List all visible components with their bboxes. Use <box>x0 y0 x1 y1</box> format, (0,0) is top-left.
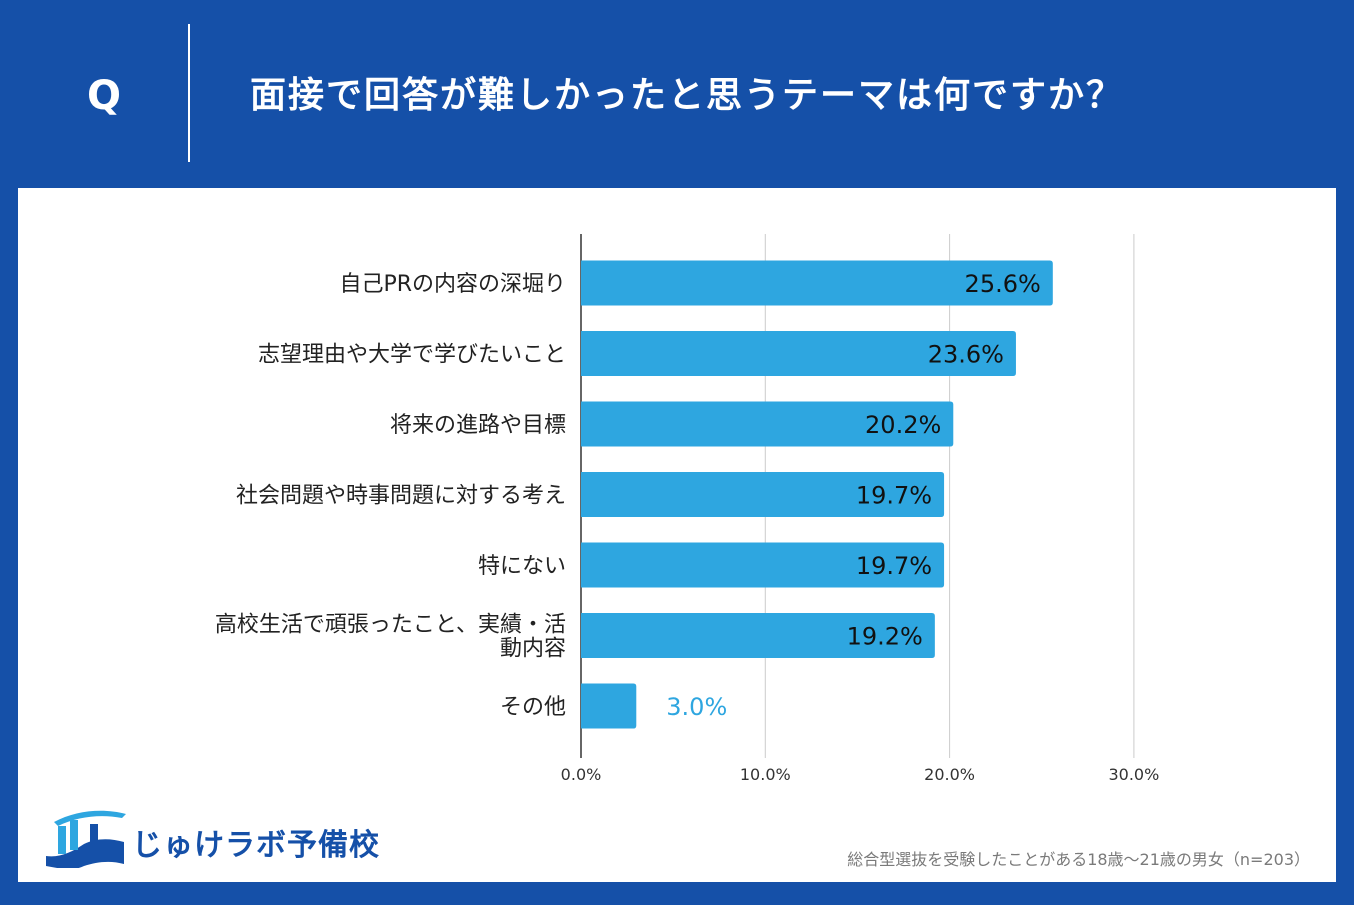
header-divider <box>188 24 190 162</box>
value-label: 23.6% <box>928 341 1004 369</box>
category-label: 高校生活で頑張ったこと、実績・活 <box>215 613 566 638</box>
value-label: 3.0% <box>666 693 727 721</box>
category-label: 将来の進路や目標 <box>390 413 566 438</box>
chart-panel: 0.0% 10.0% 20.0% 30.0% 自己PRの内容の深堀り 25.6% 志望理由や… <box>18 188 1336 882</box>
category-label: 特にない <box>478 554 566 579</box>
bar <box>581 683 637 729</box>
value-label: 25.6% <box>965 270 1041 298</box>
bar <box>581 542 945 588</box>
logo-text: じゅけラボ予備校 <box>132 828 380 863</box>
bar-chart: 0.0% 10.0% 20.0% 30.0% 自己PRの内容の深堀り 25.6% 志望理由や… <box>215 234 1159 784</box>
value-label: 19.7% <box>856 552 932 580</box>
x-tick-label: 20.0% <box>924 765 975 784</box>
bar <box>581 472 945 517</box>
category-label: 志望理由や大学で学びたいこと <box>258 343 566 368</box>
bar <box>581 260 1053 306</box>
sample-footnote: 総合型選抜を受験したことがある18歳～21歳の男女（n=203） <box>847 850 1310 869</box>
bar <box>581 331 1016 376</box>
value-label: 19.2% <box>847 623 923 651</box>
question-header: Q 面接で回答が難しかったと思うテーマは何ですか？ <box>0 0 1354 188</box>
bar <box>581 613 935 658</box>
logo: じゅけラボ予備校 <box>40 808 379 870</box>
x-tick-label: 0.0% <box>561 765 602 784</box>
bar <box>581 401 954 447</box>
value-label: 19.7% <box>856 482 932 510</box>
value-label: 20.2% <box>865 411 941 439</box>
category-label: 動内容 <box>500 637 566 662</box>
category-label: 自己PRの内容の深堀り <box>339 272 566 297</box>
x-tick-label: 10.0% <box>740 765 791 784</box>
q-label: Q <box>86 73 121 119</box>
open-book-icon <box>46 810 126 870</box>
category-label: 社会問題や時事問題に対する考え <box>236 484 566 509</box>
x-tick-label: 30.0% <box>1108 765 1159 784</box>
question-title: 面接で回答が難しかったと思うテーマは何ですか？ <box>250 75 1125 116</box>
category-label: その他 <box>500 695 566 720</box>
